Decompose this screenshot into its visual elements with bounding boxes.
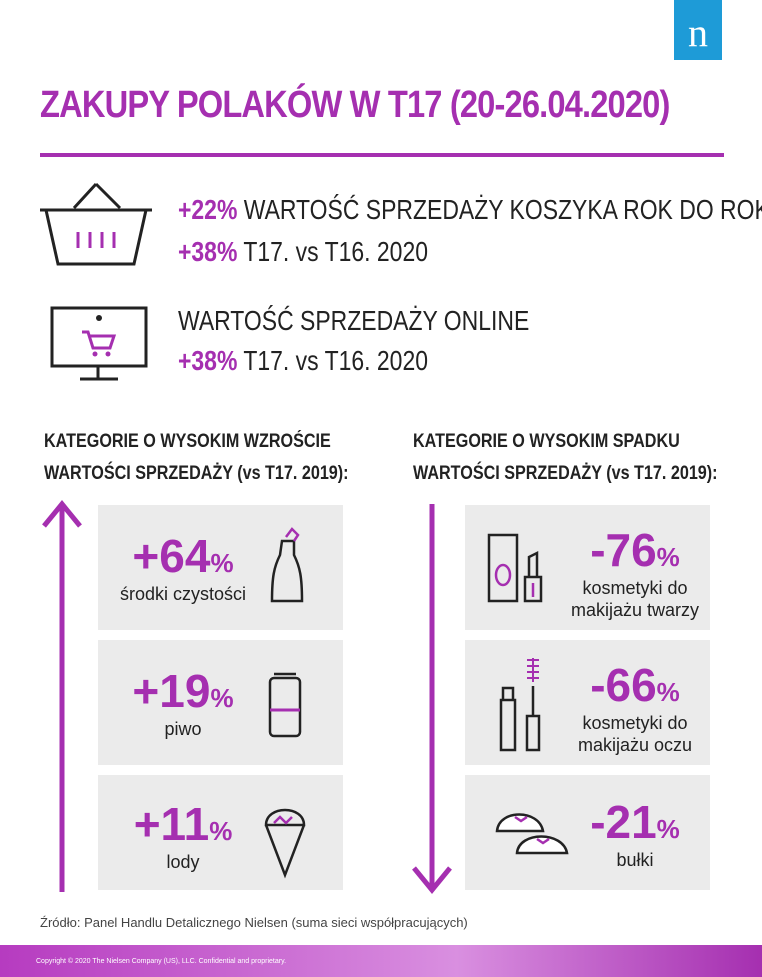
value: -66% <box>560 658 710 712</box>
copyright: Copyright © 2020 The Nielsen Company (US… <box>36 958 287 965</box>
text: +11 <box>133 798 210 850</box>
cosmetics-icon <box>487 533 543 603</box>
text: % <box>656 677 680 707</box>
text: % <box>209 816 233 846</box>
card: +64% środki czystości <box>98 505 343 630</box>
text: % <box>656 814 680 844</box>
label: lody <box>166 852 200 872</box>
buns-icon <box>495 813 569 855</box>
text: -21 <box>590 796 657 848</box>
rule <box>40 153 724 157</box>
text: +19 <box>132 665 211 717</box>
card: -21% bułki <box>465 775 710 890</box>
heading-line: WARTOŚCI SPRZEDAŻY (vs T17. 2019): <box>44 463 349 484</box>
text: -76 <box>590 524 657 576</box>
text: T17. vs T16. 2020 <box>243 236 428 267</box>
heading-line: WARTOŚCI SPRZEDAŻY (vs T17. 2019): <box>413 463 718 484</box>
basket-line: +38% T17. vs T16. 2020 <box>178 236 428 268</box>
value: +64% <box>98 529 268 583</box>
decline-heading: KATEGORIE O WYSOKIM SPADKU WARTOŚCI SPRZE… <box>413 426 718 490</box>
footer-band <box>0 945 762 977</box>
highlight: +38% <box>178 345 238 376</box>
basket-icon <box>40 182 152 266</box>
label: bułki <box>616 850 654 870</box>
text: -66 <box>590 659 657 711</box>
text: % <box>210 548 234 578</box>
basket-line: +22% WARTOŚĆ SPRZEDAŻY KOSZYKA ROK DO RO… <box>178 194 762 226</box>
up-arrow <box>42 500 82 892</box>
source: Źródło: Panel Handlu Detalicznego Nielse… <box>40 915 468 930</box>
text: % <box>656 542 680 572</box>
text: T17. vs T16. 2020 <box>243 345 428 376</box>
value: +11% <box>98 797 268 851</box>
label: kosmetyki do makijażu twarzy <box>570 578 700 620</box>
icecream-icon <box>264 808 306 879</box>
card: -76% kosmetyki do makijażu twarzy <box>465 505 710 630</box>
online-line: +38% T17. vs T16. 2020 <box>178 345 428 377</box>
text: % <box>210 683 234 713</box>
label: środki czystości <box>119 584 247 604</box>
bottle-icon <box>270 527 304 603</box>
growth-heading: KATEGORIE O WYSOKIM WZROŚCIE WARTOŚCI SPR… <box>44 426 349 490</box>
text: +64 <box>132 530 211 582</box>
label: piwo <box>164 719 202 739</box>
card: +11% lody <box>98 775 343 890</box>
card: -66% kosmetyki do makijażu oczu <box>465 640 710 765</box>
text: WARTOŚĆ SPRZEDAŻY KOSZYKA ROK DO ROKU <box>243 194 762 225</box>
card: +19% piwo <box>98 640 343 765</box>
can-icon <box>268 672 302 738</box>
value: -21% <box>560 795 710 849</box>
highlight: +22% <box>178 194 238 225</box>
value: +19% <box>98 664 268 718</box>
heading-line: KATEGORIE O WYSOKIM SPADKU <box>413 431 680 452</box>
logo: n <box>674 0 722 60</box>
online-heading: WARTOŚĆ SPRZEDAŻY ONLINE <box>178 305 530 336</box>
heading-line: KATEGORIE O WYSOKIM WZROŚCIE <box>44 431 331 452</box>
mascara-icon <box>499 658 541 752</box>
highlight: +38% <box>178 236 238 267</box>
title: ZAKUPY POLAKÓW W T17 (20-26.04.2020) <box>40 84 670 126</box>
value: -76% <box>560 523 710 577</box>
monitor-icon <box>50 306 148 381</box>
label: kosmetyki do makijażu oczu <box>577 713 693 755</box>
down-arrow <box>412 504 452 894</box>
